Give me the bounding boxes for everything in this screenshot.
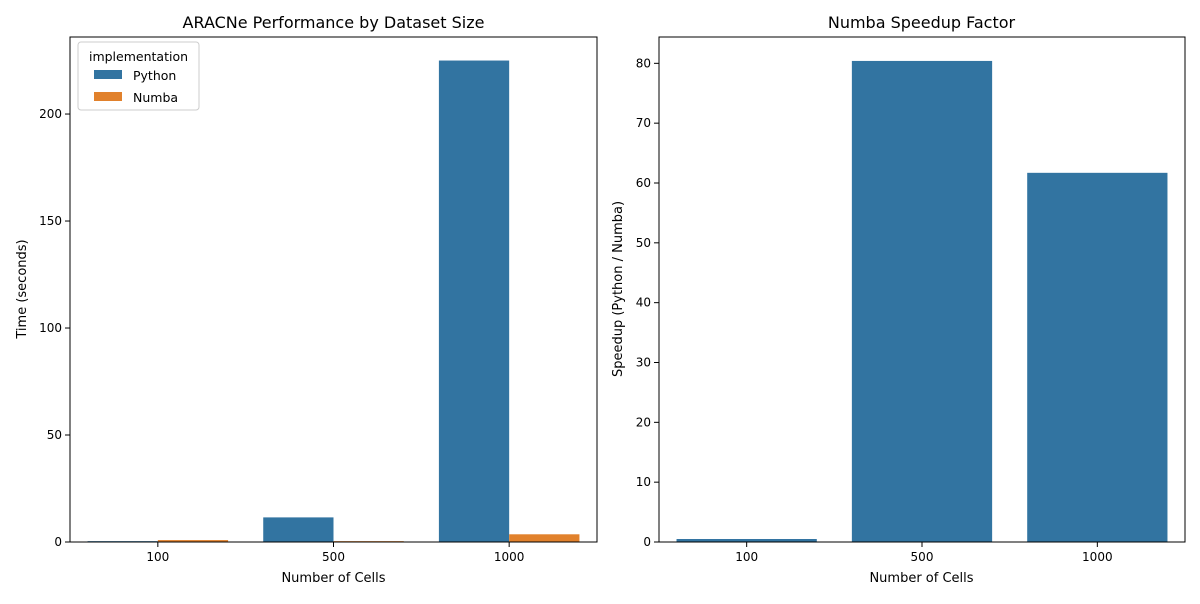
chart-left-xlabel: Number of Cells: [281, 571, 385, 586]
legend-swatch-python: [94, 70, 122, 79]
chart-right-y-ticks: 0 10 20 30 40 50 60 70 80: [636, 56, 659, 549]
y-tick-label: 10: [636, 475, 651, 489]
bar-series-100: [676, 539, 817, 542]
chart-left-y-ticks: 0 50 100 150 200: [39, 107, 70, 549]
legend-swatch-numba: [94, 92, 122, 101]
legend-title: implementation: [89, 49, 188, 64]
y-tick-label: 100: [39, 321, 62, 335]
y-tick-label: 0: [54, 535, 62, 549]
x-tick-label: 500: [911, 550, 934, 564]
chart-right-axes-frame: [658, 36, 1186, 543]
y-tick-label: 0: [643, 535, 651, 549]
bar-series-500: [851, 60, 993, 542]
bar-numba-100: [157, 540, 229, 542]
y-tick-label: 20: [636, 415, 651, 429]
bar-numba-1000: [509, 534, 580, 542]
x-tick-label: 500: [322, 550, 345, 564]
x-tick-label: 1000: [1082, 550, 1113, 564]
chart-left-x-ticks: 100 500 1000: [146, 542, 524, 564]
y-tick-label: 50: [636, 236, 651, 250]
chart-left-title: ARACNe Performance by Dataset Size: [183, 13, 485, 32]
chart-left-axes-frame: [69, 36, 598, 543]
chart-right: Numba Speedup Factor Number of Cells Spe…: [611, 13, 1186, 586]
chart-right-ylabel: Speedup (Python / Numba): [611, 201, 626, 377]
y-tick-label: 70: [636, 116, 651, 130]
x-tick-label: 1000: [494, 550, 525, 564]
chart-left-bars: [87, 60, 580, 542]
y-tick-label: 200: [39, 107, 62, 121]
chart-left-legend: implementation Python Numba: [77, 41, 200, 111]
x-tick-label: 100: [146, 550, 169, 564]
chart-right-x-ticks: 100 500 1000: [735, 542, 1113, 564]
chart-left-ylabel: Time (seconds): [15, 239, 30, 339]
bar-series-1000: [1027, 172, 1168, 542]
y-tick-label: 60: [636, 176, 651, 190]
bar-python-500: [263, 517, 334, 542]
chart-right-xlabel: Number of Cells: [869, 571, 973, 586]
y-tick-label: 40: [636, 296, 651, 310]
y-tick-label: 50: [47, 428, 62, 442]
legend-label-numba: Numba: [133, 90, 178, 105]
legend-label-python: Python: [133, 68, 176, 83]
x-tick-label: 100: [735, 550, 758, 564]
y-tick-label: 30: [636, 355, 651, 369]
chart-right-title: Numba Speedup Factor: [828, 13, 1016, 32]
y-tick-label: 80: [636, 56, 651, 70]
chart-right-bars: [676, 60, 1168, 542]
chart-left: ARACNe Performance by Dataset Size Numbe…: [15, 13, 598, 586]
y-tick-label: 150: [39, 214, 62, 228]
bar-python-1000: [438, 60, 510, 542]
